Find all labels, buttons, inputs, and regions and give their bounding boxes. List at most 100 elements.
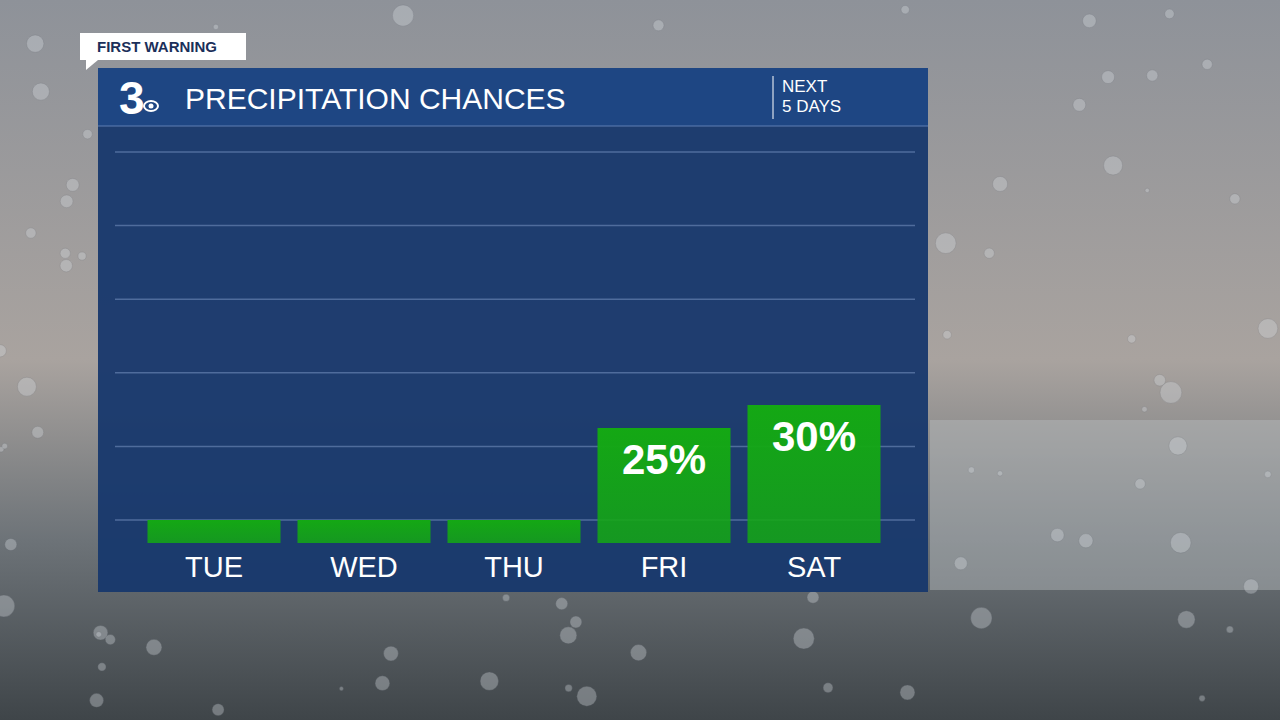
raindrop bbox=[935, 233, 956, 254]
grid-line bbox=[115, 298, 915, 300]
raindrop bbox=[90, 693, 104, 707]
raindrop bbox=[66, 178, 79, 191]
raindrop bbox=[32, 426, 44, 438]
raindrop bbox=[1104, 156, 1123, 175]
raindrop bbox=[793, 628, 814, 649]
raindrop bbox=[60, 259, 72, 271]
raindrop bbox=[27, 35, 44, 52]
logo-eye bbox=[144, 101, 158, 111]
raindrop bbox=[503, 594, 510, 601]
raindrop bbox=[1102, 71, 1115, 84]
raindrop bbox=[565, 684, 572, 691]
raindrop bbox=[5, 538, 17, 550]
raindrop bbox=[984, 248, 994, 258]
raindrop bbox=[0, 345, 6, 357]
raindrop bbox=[1135, 479, 1145, 489]
raindrop bbox=[98, 663, 106, 671]
raindrop bbox=[339, 687, 343, 691]
raindrop bbox=[1230, 194, 1240, 204]
bar bbox=[448, 520, 581, 543]
raindrop bbox=[570, 616, 582, 628]
raindrop bbox=[1142, 406, 1148, 412]
raindrop bbox=[78, 252, 86, 260]
raindrop bbox=[807, 591, 819, 603]
raindrop bbox=[1079, 534, 1093, 548]
raindrop bbox=[993, 176, 1008, 191]
subtitle-line: 5 DAYS bbox=[782, 97, 841, 116]
raindrop bbox=[26, 228, 36, 238]
raindrop bbox=[1258, 319, 1278, 339]
bar bbox=[748, 405, 881, 543]
raindrop bbox=[556, 598, 568, 610]
raindrop bbox=[560, 627, 577, 644]
category-label: THU bbox=[484, 551, 544, 583]
raindrop bbox=[997, 471, 1002, 476]
raindrop bbox=[32, 83, 49, 100]
subtitle: NEXT5 DAYS bbox=[782, 77, 841, 116]
bar bbox=[148, 520, 281, 543]
grid-line bbox=[115, 372, 915, 374]
panel-header bbox=[98, 68, 928, 126]
raindrop bbox=[943, 330, 952, 339]
raindrop bbox=[146, 639, 162, 655]
tag-box bbox=[80, 33, 246, 60]
grid-line bbox=[115, 225, 915, 227]
raindrop bbox=[1170, 532, 1191, 553]
category-label: SAT bbox=[787, 551, 842, 583]
raindrop bbox=[96, 632, 101, 637]
raindrop bbox=[384, 646, 399, 661]
raindrop bbox=[971, 607, 992, 628]
raindrop bbox=[630, 645, 646, 661]
data-label: 30% bbox=[772, 413, 856, 460]
raindrop bbox=[823, 683, 833, 693]
tag-tail bbox=[86, 60, 98, 70]
raindrop bbox=[1051, 528, 1064, 541]
panel bbox=[98, 68, 928, 592]
raindrop bbox=[1244, 579, 1259, 594]
raindrop bbox=[60, 248, 70, 258]
background bbox=[0, 0, 1280, 720]
category-label: WED bbox=[330, 551, 398, 583]
raindrop bbox=[0, 595, 15, 617]
grid-line bbox=[115, 151, 915, 153]
raindrop bbox=[577, 686, 597, 706]
category-label: TUE bbox=[185, 551, 243, 583]
bar bbox=[298, 520, 431, 543]
raindrop bbox=[1073, 98, 1086, 111]
raindrop bbox=[17, 377, 36, 396]
raindrop bbox=[2, 443, 8, 449]
logo: 3 bbox=[119, 72, 145, 124]
raindrop bbox=[375, 676, 390, 691]
raindrop bbox=[392, 5, 413, 26]
tag-text: FIRST WARNING bbox=[97, 38, 217, 55]
bar bbox=[598, 428, 731, 543]
raindrop bbox=[968, 467, 974, 473]
raindrop bbox=[1199, 695, 1205, 701]
raindrop bbox=[1165, 9, 1175, 19]
title: PRECIPITATION CHANCES bbox=[185, 82, 566, 115]
raindrop bbox=[1160, 382, 1182, 404]
raindrop bbox=[212, 704, 224, 716]
raindrop bbox=[1226, 626, 1233, 633]
raindrop bbox=[653, 20, 664, 31]
subtitle-divider bbox=[773, 76, 774, 119]
raindrop bbox=[1128, 335, 1136, 343]
raindrop bbox=[83, 129, 92, 138]
raindrop bbox=[901, 5, 909, 13]
data-label: 25% bbox=[622, 436, 706, 483]
raindrop bbox=[1147, 70, 1158, 81]
subtitle-line: NEXT bbox=[782, 77, 827, 96]
raindrop bbox=[1264, 471, 1271, 478]
header-rule bbox=[98, 126, 928, 127]
background-water bbox=[930, 420, 1280, 590]
raindrop bbox=[1145, 188, 1149, 192]
raindrop bbox=[105, 634, 115, 644]
raindrop bbox=[1169, 437, 1187, 455]
raindrop bbox=[480, 672, 498, 690]
logo-pupil bbox=[149, 104, 154, 109]
raindrop bbox=[60, 195, 73, 208]
raindrop bbox=[900, 685, 915, 700]
raindrop bbox=[1083, 14, 1097, 28]
raindrop bbox=[213, 24, 218, 29]
raindrop bbox=[954, 557, 967, 570]
